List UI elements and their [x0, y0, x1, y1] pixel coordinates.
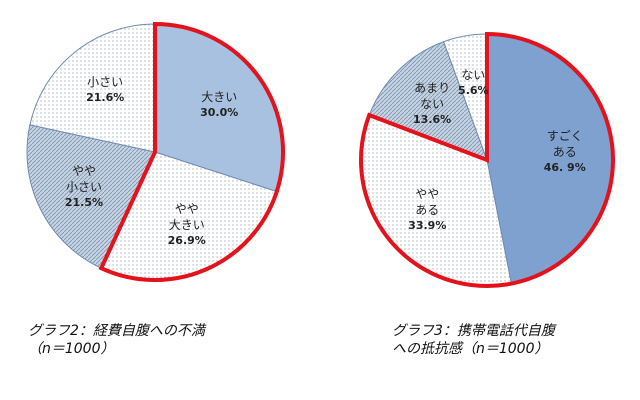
category-label: やや 大きい: [168, 201, 205, 232]
highlight-outline: [359, 31, 615, 288]
highlight-outline: [98, 21, 285, 282]
slice-label: ない 5.6%: [458, 67, 489, 99]
slice-label: あまり ない 13.6%: [413, 80, 451, 128]
pie-slice: [368, 41, 488, 161]
value-label: 13.6%: [413, 113, 452, 127]
chart-title: グラフ2：経費自腹への不満 （n＝1000）: [28, 323, 205, 357]
slice-label: やや 小さい 21.5%: [65, 163, 103, 211]
slice-label: すごく ある 46. 9%: [544, 128, 586, 176]
category-label: 小さい: [87, 75, 124, 90]
pie-slice: [26, 124, 156, 269]
slice-label: 大きい 30.0%: [200, 89, 238, 121]
category-label: あまり ない: [414, 81, 451, 112]
category-label: 大きい: [201, 90, 238, 105]
category-label: ない: [461, 68, 486, 83]
slice-label: 小さい 21.6%: [86, 74, 124, 106]
slice-label: やや 大きい 26.9%: [168, 201, 206, 249]
value-label: 33.9%: [408, 219, 447, 233]
value-label: 30.0%: [200, 106, 239, 120]
chart-title: グラフ3：携帯電話代自腹 への抵抗感（n＝1000）: [392, 323, 555, 357]
slice-label: やや ある 33.9%: [408, 186, 446, 234]
value-label: 21.6%: [86, 91, 125, 105]
category-label: やや ある: [415, 187, 440, 218]
category-label: やや 小さい: [65, 164, 102, 195]
category-label: すごく ある: [546, 129, 583, 160]
value-label: 5.6%: [458, 84, 489, 98]
value-label: 46. 9%: [543, 161, 586, 175]
value-label: 21.5%: [64, 196, 104, 210]
value-label: 26.9%: [167, 233, 206, 247]
pie-slice: [29, 23, 156, 153]
